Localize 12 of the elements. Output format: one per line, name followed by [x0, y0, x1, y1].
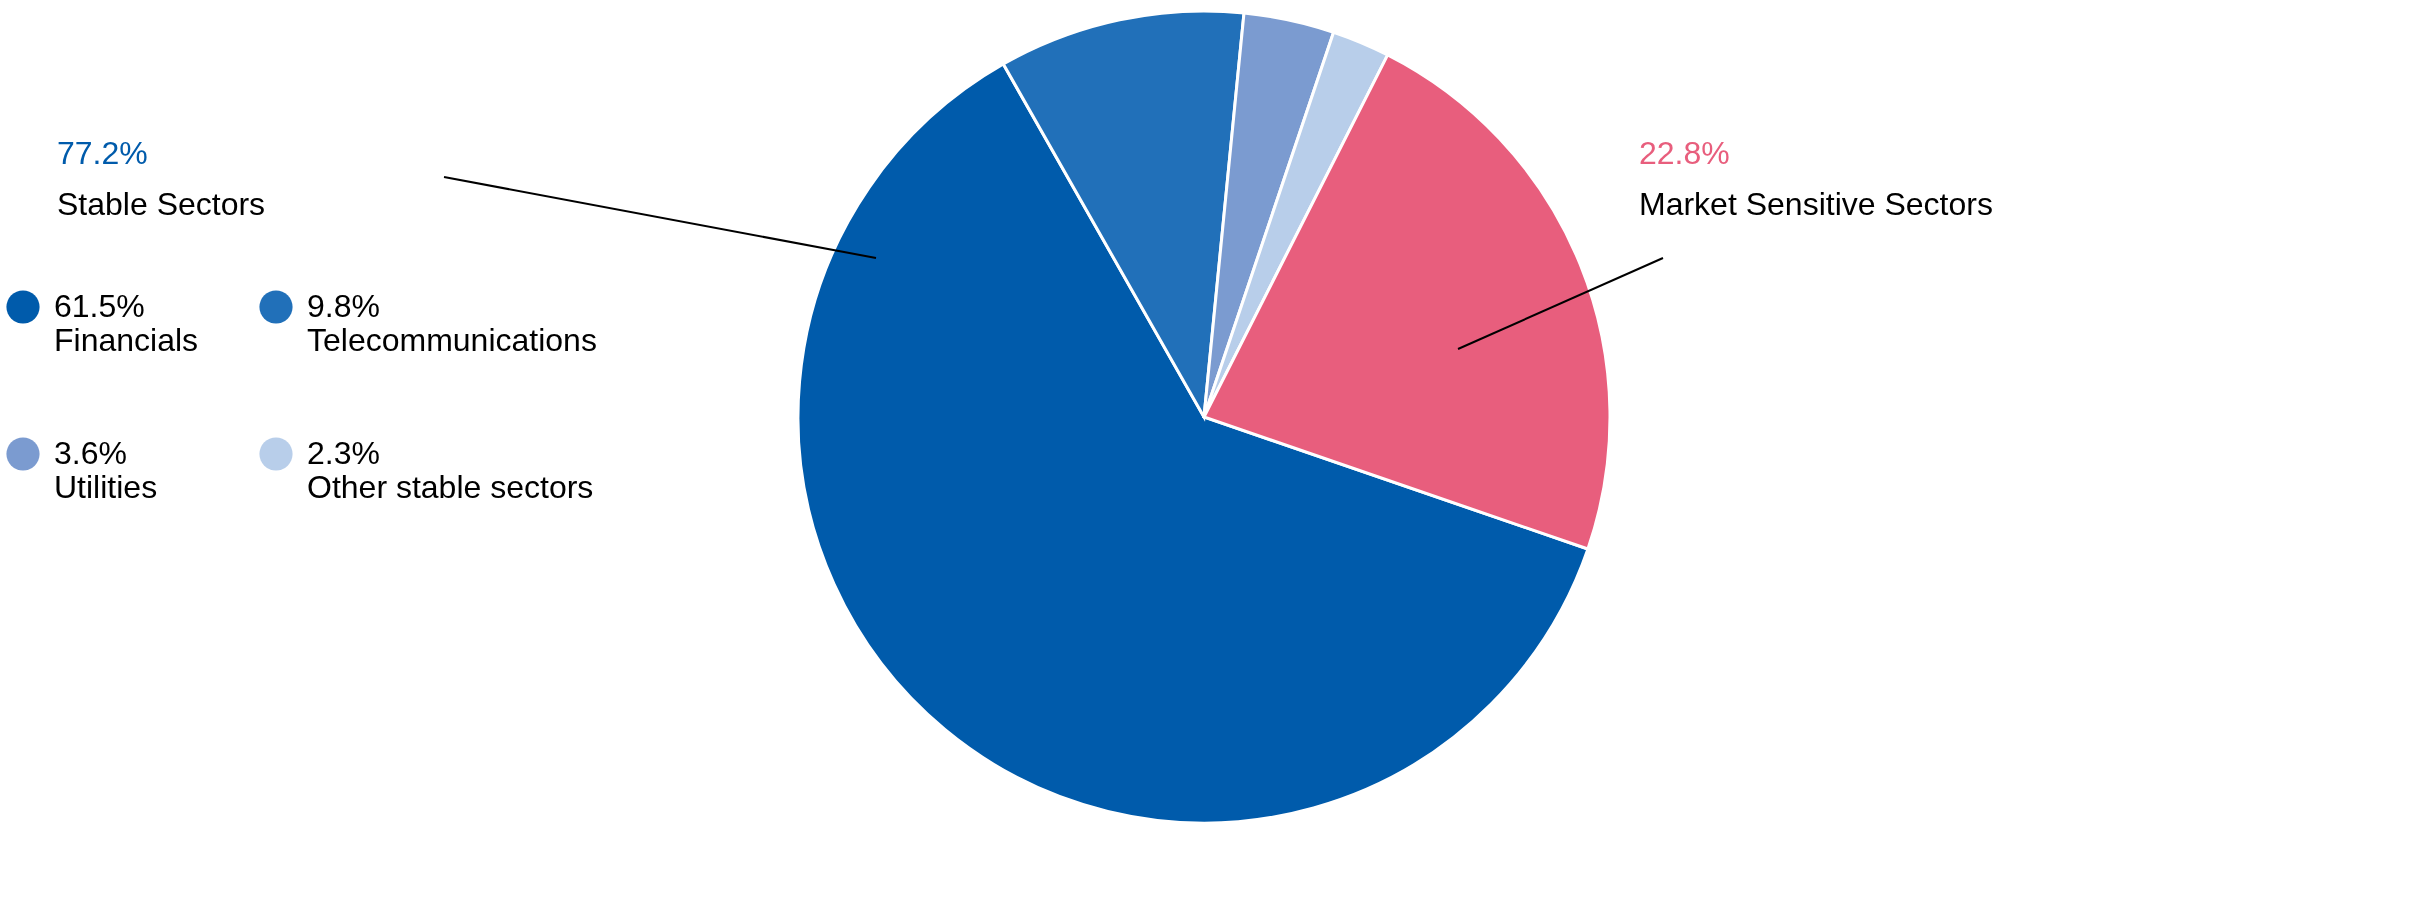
data-label: 61.5%	[54, 288, 145, 324]
data-label: 3.6%	[54, 435, 127, 471]
legend-label: Financials	[54, 322, 199, 358]
data-label: 22.8%	[1639, 135, 1730, 171]
text: Stable Sectors	[57, 186, 266, 222]
legend-label: Other stable sectors	[307, 469, 594, 505]
data-label: 9.8%	[307, 288, 380, 324]
text: 77.2%	[57, 135, 148, 171]
legend-label: Utilities	[54, 469, 158, 505]
slice-label: Market Sensitive Sectors	[1639, 186, 1993, 222]
legend-label: Telecommunications	[307, 322, 597, 358]
data-label: 2.3%	[307, 435, 380, 471]
